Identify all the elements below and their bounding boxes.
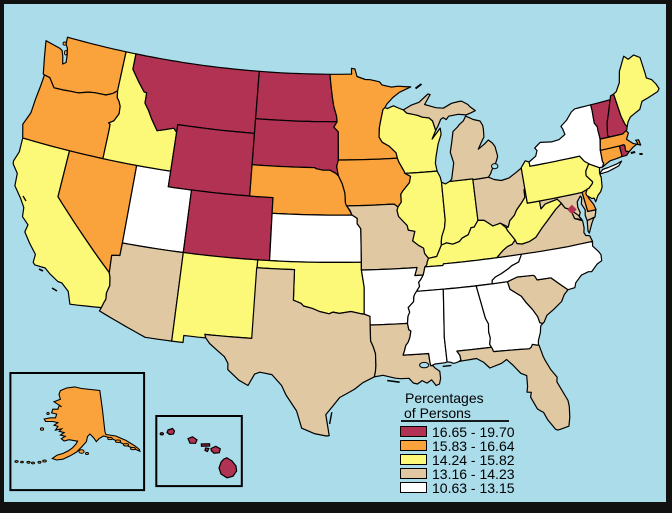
svg-text:15.83 - 16.64: 15.83 - 16.64 [432, 438, 515, 454]
svg-text:16.65 - 19.70: 16.65 - 19.70 [432, 424, 515, 440]
svg-text:of Persons: of Persons [404, 405, 471, 421]
svg-text:14.24 - 15.82: 14.24 - 15.82 [432, 452, 515, 468]
svg-text:13.16 - 14.23: 13.16 - 14.23 [432, 466, 515, 482]
svg-text:10.63 - 13.15: 10.63 - 13.15 [432, 480, 515, 496]
svg-text:Percentages: Percentages [405, 390, 484, 406]
